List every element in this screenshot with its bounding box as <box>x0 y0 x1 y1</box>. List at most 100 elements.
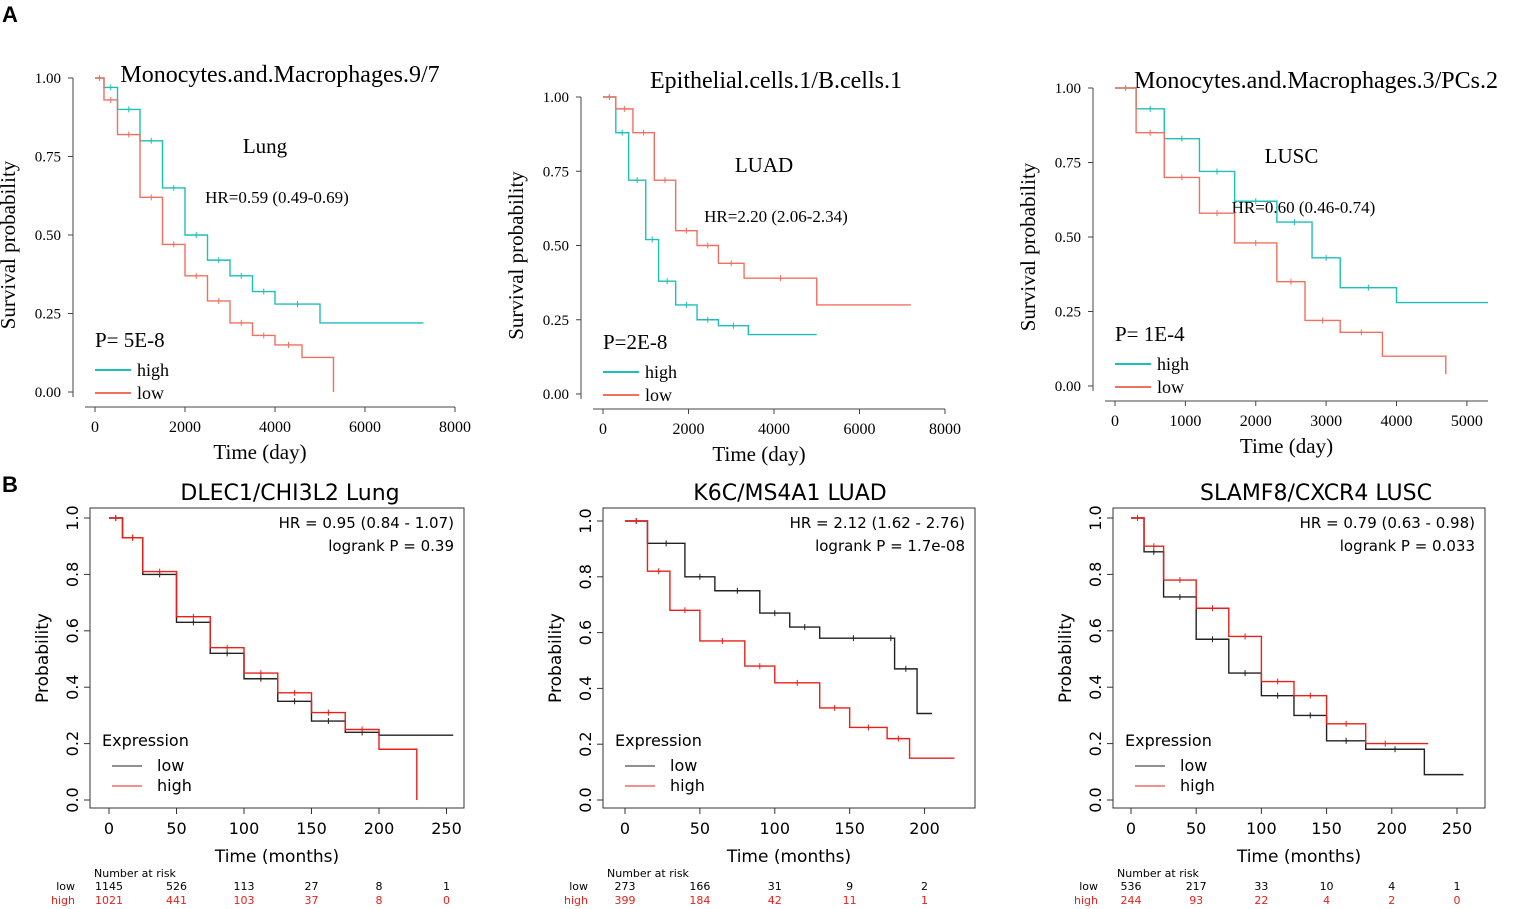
censor-mark <box>1307 692 1314 699</box>
censor-mark <box>125 106 132 113</box>
risk-table-title: Number at risk <box>607 867 690 880</box>
p-value: P= 1E-4 <box>1115 322 1185 346</box>
censor-mark <box>107 96 114 103</box>
censor-mark <box>1307 712 1314 719</box>
x-tick-label: 0 <box>599 421 607 438</box>
y-axis-label: Survival probability <box>0 160 20 329</box>
censor-mark <box>285 341 292 348</box>
survival-curve-high <box>109 517 418 800</box>
censor-mark <box>193 232 200 238</box>
y-tick-label: 0.4 <box>576 676 595 701</box>
hazard-ratio: HR = 0.95 (0.84 - 1.07) <box>279 514 454 532</box>
risk-value-low: 10 <box>1320 880 1334 893</box>
chart-title: SLAMF8/CXCR4 LUSC <box>1200 481 1432 506</box>
hazard-ratio: HR = 0.79 (0.63 - 0.98) <box>1300 514 1475 532</box>
chart-3: Monocytes.and.Macrophages.3/PCs.2 0 1000 20… <box>1016 68 1498 458</box>
x-axis-label: Time (day) <box>712 442 805 466</box>
y-tick-label: 0.00 <box>35 385 61 401</box>
censor-mark <box>633 518 640 524</box>
y-tick-label: 0.8 <box>1086 562 1105 587</box>
survival-curve-low <box>603 96 911 306</box>
survival-curve-low <box>95 77 335 392</box>
y-axis-label: Probability <box>1056 613 1076 703</box>
censor-mark <box>325 718 332 725</box>
chart-subtitle: LUSC <box>1265 144 1319 168</box>
y-tick-label: 1.00 <box>35 71 61 87</box>
censor-mark <box>640 129 647 136</box>
risk-value-low: 217 <box>1186 880 1207 893</box>
x-tick-label: 6000 <box>844 421 876 438</box>
plot-frame <box>89 507 465 809</box>
risk-row-label-low: low <box>56 880 75 893</box>
survival-curve-high <box>1131 517 1429 745</box>
x-axis-label: Time (months) <box>1236 847 1361 867</box>
legend-label-high: high <box>1180 776 1215 795</box>
censor-mark <box>655 568 662 575</box>
censor-mark <box>1319 317 1326 324</box>
y-tick-label: 0.8 <box>63 562 82 587</box>
censor-mark <box>1147 129 1154 136</box>
censor-mark <box>129 534 136 541</box>
x-tick-label: 0 <box>1111 413 1119 430</box>
censor-mark <box>1178 135 1185 142</box>
x-tick-label: 1000 <box>1169 413 1201 430</box>
chart-title: Monocytes.and.Macrophages.9/7 <box>120 62 439 88</box>
y-tick-label: 0.75 <box>1055 156 1081 172</box>
censor-mark <box>224 644 231 651</box>
censor-mark <box>1147 105 1154 112</box>
y-tick-label: 0.0 <box>576 787 595 812</box>
censor-mark <box>1287 278 1294 285</box>
censor-mark <box>661 177 668 184</box>
censor-mark <box>704 316 711 323</box>
logrank-p: logrank P = 0.033 <box>1340 537 1475 555</box>
censor-mark <box>696 573 703 580</box>
risk-value-low: 2 <box>921 880 928 893</box>
censor-mark <box>294 301 301 308</box>
censor-mark <box>1274 692 1281 699</box>
censor-mark <box>850 635 857 642</box>
logrank-p: logrank P = 0.39 <box>328 537 454 555</box>
y-tick-label: 0.0 <box>1086 787 1105 812</box>
x-tick-label: 0 <box>1126 819 1136 838</box>
chart-1: Monocytes.and.Macrophages.9/7 0 2000 4000 60… <box>0 62 471 464</box>
censor-mark <box>619 129 626 136</box>
x-axis-label: Time (months) <box>726 847 851 867</box>
censor-mark <box>1365 284 1372 291</box>
risk-value-low: 31 <box>768 880 782 893</box>
y-tick-label: 1.00 <box>1055 81 1081 97</box>
censor-mark <box>193 272 200 279</box>
y-tick-label: 0.75 <box>35 150 61 166</box>
plot-frame <box>1112 507 1486 809</box>
risk-value-high: 103 <box>234 894 255 907</box>
censor-mark <box>156 568 163 575</box>
legend-label-low: low <box>1157 377 1184 397</box>
risk-value-high: 11 <box>843 894 857 907</box>
risk-value-high: 8 <box>376 894 383 907</box>
x-tick-label: 150 <box>1311 819 1342 838</box>
risk-value-high: 399 <box>615 894 636 907</box>
survival-curve-low <box>625 520 933 715</box>
legend-title: Expression <box>615 731 702 750</box>
risk-table-title: Number at risk <box>1117 867 1200 880</box>
censor-mark <box>1252 239 1259 246</box>
censor-mark <box>794 679 801 686</box>
y-tick-label: 0.6 <box>1086 618 1105 643</box>
censor-mark <box>895 735 902 742</box>
y-tick-label: 0.50 <box>1055 230 1081 246</box>
y-tick-label: 0.50 <box>35 228 61 244</box>
censor-mark <box>1214 210 1221 217</box>
censor-mark <box>1323 254 1330 261</box>
risk-value-high: 93 <box>1189 894 1203 907</box>
risk-value-low: 27 <box>305 880 319 893</box>
censor-mark <box>865 724 872 731</box>
censor-mark <box>663 540 670 547</box>
censor-mark <box>260 288 267 295</box>
censor-mark <box>148 137 155 144</box>
x-tick-label: 200 <box>1376 819 1407 838</box>
censor-mark <box>683 301 690 308</box>
censor-mark <box>887 635 894 642</box>
censor-mark <box>1134 515 1141 521</box>
censor-mark <box>215 257 222 264</box>
